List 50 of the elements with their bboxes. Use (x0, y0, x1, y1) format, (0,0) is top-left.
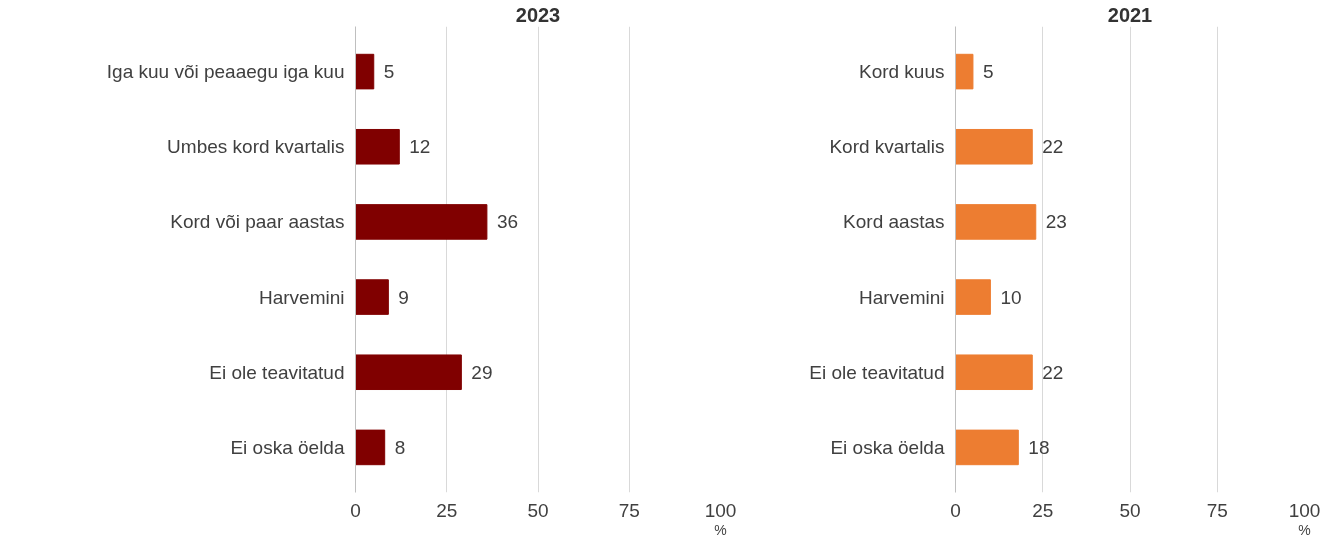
y-tick-label: Iga kuu või peaaegu iga kuu (106, 61, 345, 83)
x-tick-label: 75 (1206, 499, 1228, 521)
bar (955, 53, 974, 90)
bar (355, 204, 488, 240)
data-label: 22 (1042, 361, 1064, 383)
y-tick-label: Ei ole teavitatud (209, 361, 345, 383)
bar (355, 128, 400, 165)
data-label: 5 (383, 61, 395, 83)
y-tick-label: Kord või paar aastas (170, 211, 345, 233)
data-label: 23 (1045, 211, 1067, 233)
bar (355, 354, 462, 391)
y-tick-label: Harvemini (858, 286, 945, 308)
data-label: 12 (409, 136, 431, 158)
y-tick-label: Ei ole teavitatud (809, 361, 945, 383)
x-axis-title: % (714, 521, 727, 538)
chart-title: 2023 (515, 3, 561, 26)
data-label: 10 (1000, 286, 1022, 308)
bar (355, 53, 375, 90)
bar (955, 354, 1033, 391)
y-tick-label: Harvemini (258, 286, 345, 308)
x-tick-label: 100 (1288, 499, 1321, 521)
x-tick-label: 75 (618, 499, 640, 521)
y-tick-label: Kord kvartalis (829, 136, 945, 158)
y-tick-label: Kord aastas (843, 211, 945, 233)
x-tick-label: 0 (350, 499, 361, 521)
chart-title: 2021 (1107, 3, 1153, 26)
y-tick-label: Kord kuus (858, 61, 945, 83)
x-tick-label: 50 (527, 499, 549, 521)
x-tick-label: 25 (436, 499, 458, 521)
data-label: 36 (496, 211, 519, 233)
bar (955, 429, 1019, 466)
y-tick-label: Ei oska öelda (230, 436, 345, 458)
data-label: 8 (394, 436, 406, 458)
data-label: 18 (1028, 436, 1050, 458)
bar (955, 204, 1037, 240)
x-tick-label: 50 (1119, 499, 1141, 521)
x-tick-label: 25 (1032, 499, 1054, 521)
x-tick-label: 100 (704, 499, 737, 521)
data-label: 22 (1042, 136, 1064, 158)
x-tick-label: 0 (950, 499, 961, 521)
bar (955, 128, 1033, 165)
bar (355, 279, 389, 315)
y-tick-label: Umbes kord kvartalis (167, 136, 345, 158)
y-tick-label: Ei oska öelda (830, 436, 945, 458)
data-label: 29 (471, 361, 493, 383)
bar (355, 429, 386, 466)
bar (955, 279, 991, 315)
data-label: 5 (982, 61, 994, 83)
x-axis-title: % (1298, 521, 1311, 538)
data-label: 9 (398, 286, 409, 308)
